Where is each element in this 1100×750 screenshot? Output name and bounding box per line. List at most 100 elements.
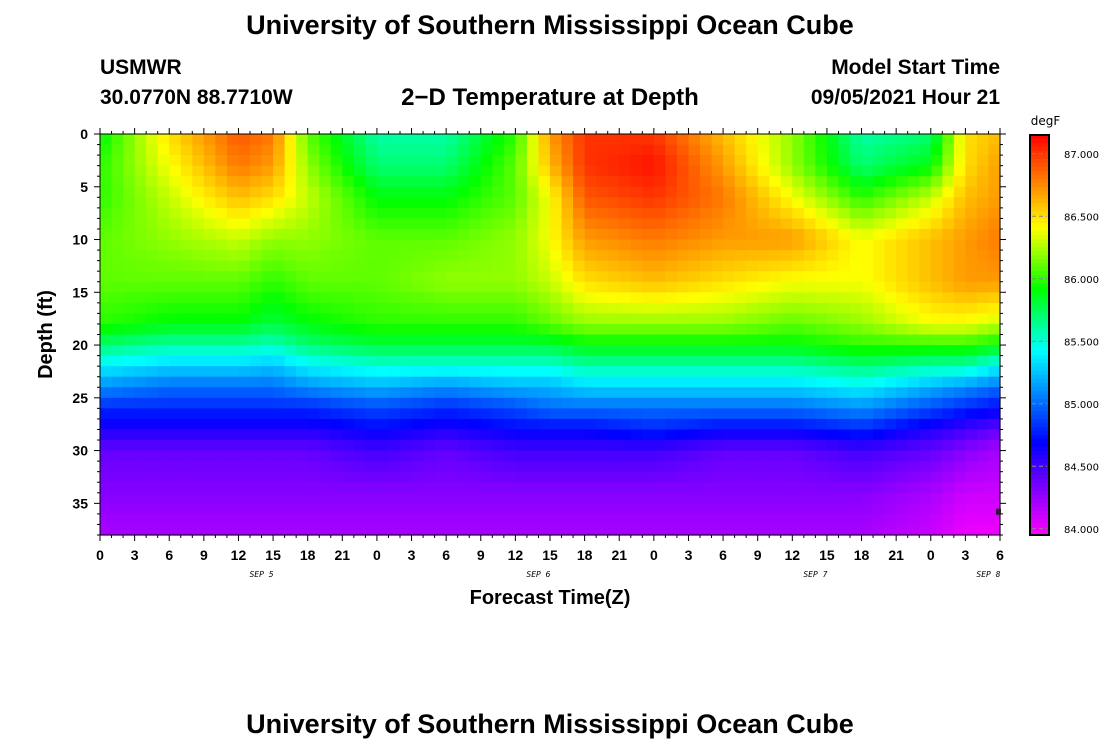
heatmap-cell xyxy=(330,503,343,515)
heatmap-cell xyxy=(884,218,897,230)
heatmap-cell xyxy=(434,387,447,399)
heatmap-cell xyxy=(665,155,678,167)
heatmap-cell xyxy=(169,302,182,314)
heatmap-cell xyxy=(930,366,943,378)
heatmap-cell xyxy=(746,144,759,156)
heatmap-cell xyxy=(873,271,886,283)
heatmap-cell xyxy=(930,176,943,188)
heatmap-cell xyxy=(457,397,470,409)
heatmap-cell xyxy=(376,313,390,325)
heatmap-cell xyxy=(550,165,563,177)
heatmap-cell xyxy=(169,376,182,388)
heatmap-cell xyxy=(561,323,574,336)
heatmap-cell xyxy=(757,144,770,156)
heatmap-cell xyxy=(838,228,851,241)
heatmap-cell xyxy=(757,323,770,336)
heatmap-cell xyxy=(665,207,678,220)
heatmap-cell xyxy=(157,228,170,241)
heatmap-cell xyxy=(896,271,909,283)
heatmap-cell xyxy=(296,239,309,251)
colorbar-segment xyxy=(1030,171,1049,176)
heatmap-cell xyxy=(503,355,516,367)
heatmap-cell xyxy=(746,461,759,473)
heatmap-cell xyxy=(503,418,516,431)
heatmap-cell xyxy=(284,165,297,177)
heatmap-cell xyxy=(353,355,366,367)
heatmap-cell xyxy=(653,144,666,156)
heatmap-cell xyxy=(261,418,274,431)
heatmap-cell xyxy=(388,461,401,473)
heatmap-cell xyxy=(815,461,828,473)
heatmap-cell xyxy=(492,429,505,441)
heatmap-cell xyxy=(111,387,124,399)
heatmap-cell xyxy=(550,323,563,336)
heatmap-cell xyxy=(365,292,378,304)
heatmap-cell xyxy=(711,366,724,378)
heatmap-cell xyxy=(676,239,690,251)
heatmap-cell xyxy=(411,355,424,367)
heatmap-cell xyxy=(573,440,586,452)
heatmap-cell xyxy=(284,482,297,494)
heatmap-cell xyxy=(561,134,574,146)
heatmap-cell xyxy=(919,239,932,251)
heatmap-cell xyxy=(700,461,713,473)
heatmap-cell xyxy=(157,492,170,504)
heatmap-cell xyxy=(550,355,563,367)
heatmap-cell xyxy=(411,482,424,494)
heatmap-cell xyxy=(169,144,182,156)
heatmap-cell xyxy=(573,503,586,515)
heatmap-cell xyxy=(365,281,378,293)
heatmap-cell xyxy=(596,524,609,536)
heatmap-cell xyxy=(965,313,978,325)
heatmap-cell xyxy=(376,207,390,220)
heatmap-cell xyxy=(446,429,459,441)
heatmap-cell xyxy=(988,271,1001,283)
heatmap-cell xyxy=(261,239,274,251)
heatmap-cell xyxy=(434,302,447,314)
heatmap-cell xyxy=(642,524,655,536)
heatmap-cell xyxy=(146,387,159,399)
heatmap-cell xyxy=(284,355,297,367)
heatmap-cell xyxy=(261,513,274,526)
heatmap-cell xyxy=(723,134,736,146)
heatmap-cell xyxy=(930,418,943,431)
heatmap-cell xyxy=(896,165,909,177)
heatmap-cell xyxy=(284,313,297,325)
heatmap-cell xyxy=(976,440,990,452)
heatmap-cell xyxy=(826,450,840,462)
heatmap-cell xyxy=(584,408,597,420)
heatmap-cell xyxy=(607,207,620,220)
heatmap-cell xyxy=(700,176,713,188)
heatmap-cell xyxy=(907,429,920,441)
heatmap-cell xyxy=(792,302,805,314)
heatmap-cell xyxy=(803,144,816,156)
heatmap-cell xyxy=(653,450,666,462)
heatmap-cell xyxy=(469,239,482,251)
heatmap-cell xyxy=(665,144,678,156)
heatmap-cell xyxy=(100,323,113,336)
heatmap-cell xyxy=(815,144,828,156)
heatmap-cell xyxy=(965,281,978,293)
heatmap-cell xyxy=(446,492,459,504)
x-tick-label: 18 xyxy=(300,547,316,563)
heatmap-cell xyxy=(342,513,355,526)
heatmap-cell xyxy=(480,176,493,188)
heatmap-cell xyxy=(850,440,863,452)
heatmap-cell xyxy=(653,376,666,388)
heatmap-cell xyxy=(469,345,482,357)
heatmap-cell xyxy=(134,397,147,409)
heatmap-cell xyxy=(596,387,609,399)
heatmap-cell xyxy=(711,165,724,177)
heatmap-cell xyxy=(342,197,355,209)
heatmap-cell xyxy=(700,186,713,198)
heatmap-cell xyxy=(976,292,990,304)
heatmap-cell xyxy=(734,334,747,346)
heatmap-cell xyxy=(676,376,690,388)
heatmap-cell xyxy=(284,503,297,515)
heatmap-cell xyxy=(803,513,816,526)
heatmap-cell xyxy=(192,429,205,441)
heatmap-cell xyxy=(550,292,563,304)
heatmap-cell xyxy=(469,482,482,494)
heatmap-cell xyxy=(919,334,932,346)
heatmap-cell xyxy=(584,197,597,209)
